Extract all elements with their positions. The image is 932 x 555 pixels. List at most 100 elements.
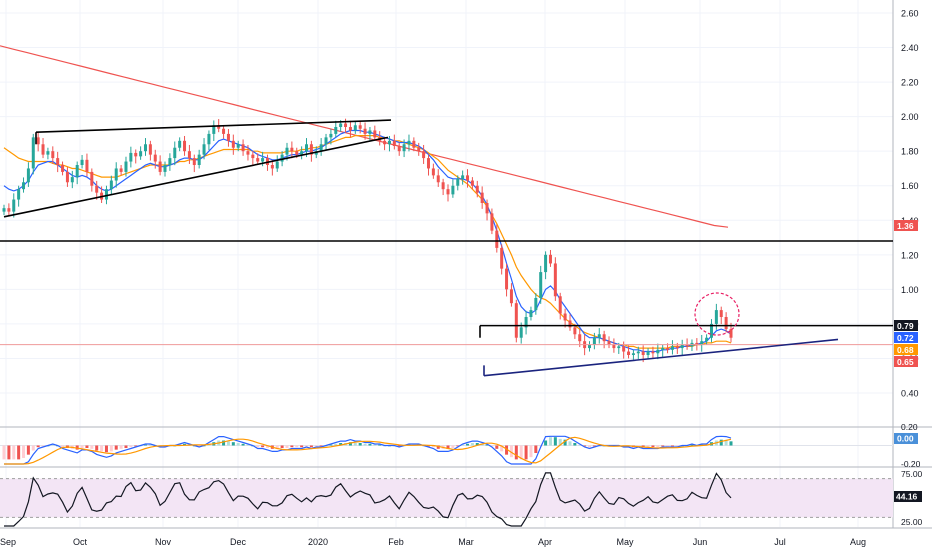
candle[interactable] [383,137,387,151]
ascending-support-trendline[interactable] [483,338,839,377]
candle[interactable] [509,283,513,307]
candle[interactable] [495,224,499,253]
candle[interactable] [275,155,279,172]
candle[interactable] [724,312,728,333]
candle[interactable] [31,133,35,175]
candle[interactable] [300,146,304,160]
candle[interactable] [646,348,650,359]
candle[interactable] [241,139,245,156]
candle[interactable] [651,346,655,358]
candle[interactable] [70,170,74,189]
candle[interactable] [592,332,596,350]
candle[interactable] [163,161,167,177]
candle[interactable] [173,141,177,166]
candle[interactable] [65,167,69,187]
candle[interactable] [202,138,206,160]
candle[interactable] [402,139,406,158]
price-panel[interactable] [0,45,893,377]
candle[interactable] [197,149,201,169]
candle[interactable] [187,144,191,164]
candle[interactable] [178,137,182,152]
candle[interactable] [85,153,89,177]
candle[interactable] [441,178,445,196]
rsi-panel[interactable] [0,472,893,527]
wedge-upper-trendline[interactable] [35,119,392,133]
candle[interactable] [80,154,84,169]
candle[interactable] [436,169,440,187]
candle[interactable] [426,154,430,176]
candle[interactable] [485,199,489,221]
candle[interactable] [7,203,11,217]
candle[interactable] [480,186,484,209]
candle[interactable] [36,132,40,152]
candle[interactable] [602,330,606,349]
candle[interactable] [544,251,548,280]
candle[interactable] [95,180,99,200]
candle[interactable] [56,151,60,173]
candle[interactable] [26,162,30,187]
candle[interactable] [661,344,665,357]
candle[interactable] [636,346,640,360]
highlight-circle[interactable] [694,292,740,336]
candle[interactable] [231,134,235,155]
candle[interactable] [607,336,611,349]
candle[interactable] [470,177,474,190]
candle[interactable] [329,129,333,145]
candle[interactable] [524,310,528,335]
candle[interactable] [143,138,147,156]
candle[interactable] [548,249,552,267]
candle[interactable] [685,338,689,350]
candle[interactable] [41,138,45,159]
candle[interactable] [631,349,635,360]
candle[interactable] [148,140,152,161]
candle[interactable] [612,338,616,353]
candle[interactable] [183,135,187,156]
candle[interactable] [670,340,674,355]
candle[interactable] [588,341,592,352]
candle[interactable] [251,151,255,166]
candle[interactable] [236,140,240,152]
candle[interactable] [534,293,538,315]
candle[interactable] [226,129,230,147]
candle[interactable] [461,170,465,185]
candle[interactable] [207,130,211,151]
candle[interactable] [309,140,313,162]
candle[interactable] [319,138,323,156]
candle[interactable] [387,135,391,152]
candle[interactable] [363,122,367,140]
candle[interactable] [134,149,138,164]
macd-panel[interactable] [0,435,893,465]
candle[interactable] [222,125,226,139]
candle[interactable] [153,149,157,169]
candle[interactable] [256,153,260,165]
candle[interactable] [90,168,94,192]
candle[interactable] [270,160,274,176]
candle[interactable] [578,329,582,348]
candle[interactable] [192,154,196,173]
candle[interactable] [124,156,128,177]
candle[interactable] [212,120,216,141]
candle[interactable] [709,319,713,343]
candle[interactable] [490,208,494,235]
candle[interactable] [563,308,567,328]
candle[interactable] [529,306,533,321]
candle[interactable] [514,299,518,343]
candle[interactable] [431,163,435,179]
candle[interactable] [627,345,631,359]
candle[interactable] [456,175,460,191]
candle[interactable] [392,134,396,150]
candle[interactable] [109,175,113,196]
candle[interactable] [466,169,470,188]
candle[interactable] [75,161,79,185]
candle[interactable] [334,120,338,138]
candle[interactable] [412,137,416,152]
candle[interactable] [500,244,504,275]
candle[interactable] [700,334,704,352]
candle[interactable] [705,334,709,345]
candle[interactable] [397,142,401,156]
candle[interactable] [168,153,172,171]
candle[interactable] [46,147,50,160]
candle[interactable] [505,263,509,297]
